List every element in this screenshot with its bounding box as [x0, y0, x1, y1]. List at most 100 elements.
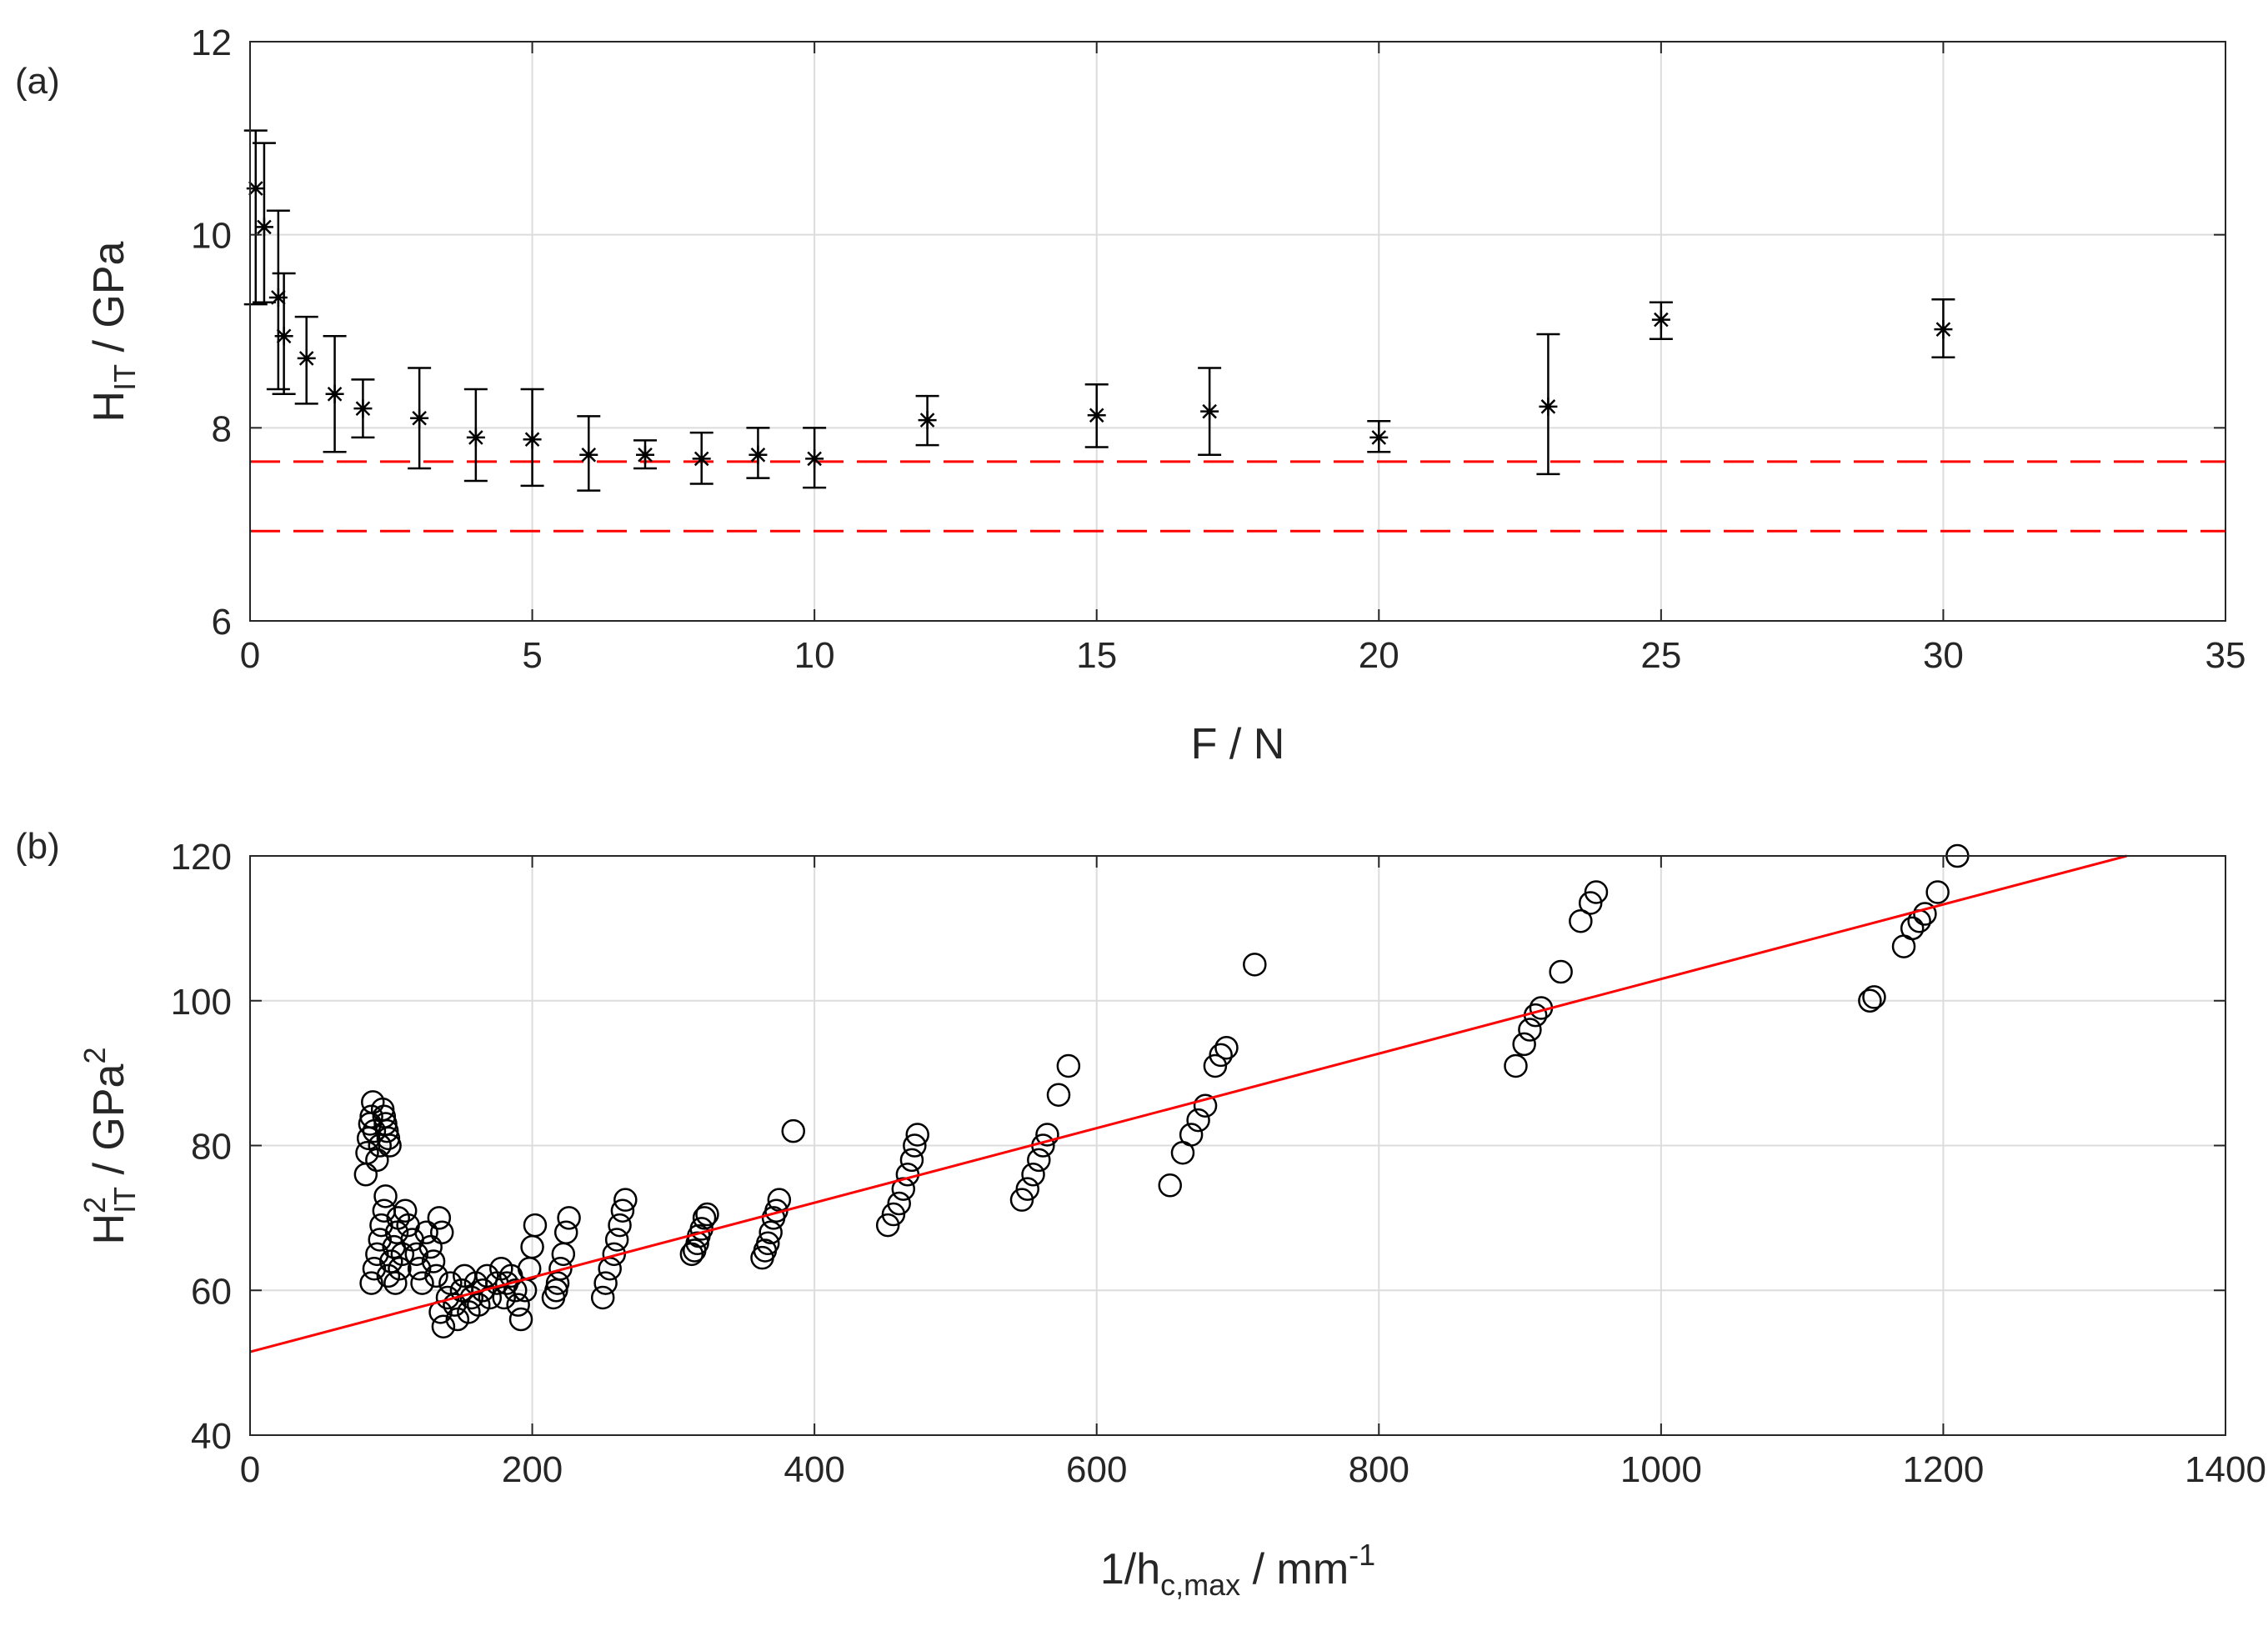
- panel-b-data-points: [353, 843, 1970, 1338]
- circle-marker: [359, 1271, 383, 1295]
- circle-marker: [1512, 1032, 1536, 1057]
- linear-fit-line: [249, 854, 2127, 1353]
- circle-marker: [523, 1213, 548, 1238]
- data-point: [1649, 301, 1673, 341]
- panel-a-background: [250, 42, 2225, 621]
- panel-a-plot: 0 5 10 15 20 25 30 35 6 8 10 12 (a) F / N HIT / GP…: [15, 23, 2245, 768]
- panel-a-y-axis-label-sub: IT: [108, 364, 142, 391]
- circle-marker: [431, 1314, 456, 1338]
- circle-marker: [756, 1231, 780, 1256]
- data-point: [689, 431, 713, 485]
- circle-marker: [692, 1206, 717, 1230]
- panel-b-plot: 0 200 400 600 800 1000 1200 1400 40 60 80 100 120 (…: [15, 826, 2266, 1602]
- panel-a-reference-lines: [250, 460, 2225, 533]
- panel-b-fit-line: [249, 854, 2127, 1353]
- circle-marker: [1035, 1123, 1059, 1147]
- circle-marker: [427, 1206, 452, 1230]
- data-point: [1198, 367, 1222, 457]
- b-x-tick-label: 600: [1066, 1449, 1127, 1490]
- b-x-tick-label: 0: [240, 1449, 260, 1490]
- b-y-tick-label: 40: [191, 1416, 232, 1457]
- circle-marker: [1569, 908, 1593, 933]
- circle-marker: [1518, 1018, 1542, 1042]
- b-x-tick-label: 200: [502, 1449, 563, 1490]
- data-point: [633, 439, 657, 470]
- circle-marker: [1203, 1053, 1228, 1078]
- b-y-tick-label: 100: [171, 982, 232, 1023]
- a-y-tick-label: 10: [191, 216, 232, 257]
- circle-marker: [503, 1278, 528, 1303]
- panel-b-grid: [250, 856, 2225, 1435]
- circle-marker: [1504, 1053, 1528, 1078]
- circle-marker: [508, 1307, 533, 1332]
- a-x-tick-label: 35: [2205, 635, 2246, 676]
- panel-b-y-axis-label-unit: / GPa: [85, 1063, 133, 1186]
- asterisk-marker: [297, 348, 316, 368]
- circle-marker: [414, 1220, 438, 1244]
- circle-marker: [593, 1271, 618, 1295]
- circle-marker: [374, 1118, 399, 1143]
- circle-marker: [1027, 1148, 1051, 1173]
- circle-marker: [478, 1285, 503, 1310]
- asterisk-marker: [692, 449, 711, 468]
- a-x-tick-label: 25: [1640, 635, 1681, 676]
- circle-marker: [378, 1133, 402, 1158]
- data-point: [294, 315, 318, 405]
- circle-marker: [553, 1220, 578, 1244]
- data-point: [408, 367, 432, 470]
- circle-marker: [613, 1188, 638, 1212]
- b-x-tick-label: 1400: [2185, 1449, 2266, 1490]
- circle-marker: [899, 1148, 924, 1173]
- circle-marker: [1900, 916, 1925, 941]
- circle-marker: [365, 1148, 389, 1173]
- circle-marker: [362, 1256, 387, 1281]
- panel-a-x-axis-label: F / N: [1191, 720, 1285, 768]
- circle-marker: [424, 1263, 448, 1288]
- panel-b-x-axis-label-sub: c,max: [1160, 1568, 1240, 1602]
- asterisk-marker: [748, 445, 768, 464]
- circle-marker: [404, 1242, 429, 1267]
- data-point: [351, 378, 375, 439]
- circle-marker: [1584, 880, 1609, 904]
- asterisk-marker: [918, 411, 937, 430]
- a-x-tick-label: 20: [1359, 635, 1399, 676]
- circle-marker: [1549, 959, 1573, 984]
- circle-marker: [557, 1206, 581, 1230]
- circle-marker: [905, 1123, 929, 1147]
- a-x-tick-label: 15: [1076, 635, 1117, 676]
- panel-b-x-axis-label: 1/hc,max / mm-1: [1100, 1538, 1375, 1602]
- circle-marker: [1009, 1188, 1034, 1212]
- b-x-tick-label: 1200: [1902, 1449, 1984, 1490]
- data-point: [803, 427, 827, 489]
- circle-marker: [1046, 1083, 1071, 1107]
- circle-marker: [1179, 1123, 1204, 1147]
- a-x-tick-label: 5: [522, 635, 542, 676]
- circle-marker: [881, 1202, 906, 1227]
- circle-marker: [548, 1256, 573, 1281]
- panel-a-data-points: [243, 129, 1955, 492]
- data-point: [243, 129, 268, 306]
- data-point: [1367, 419, 1391, 453]
- panel-a-label: (a): [15, 61, 60, 102]
- circle-marker: [781, 1118, 805, 1143]
- circle-marker: [1858, 988, 1882, 1013]
- circle-marker: [1243, 953, 1267, 977]
- asterisk-marker: [579, 445, 598, 464]
- asterisk-marker: [1200, 402, 1219, 421]
- data-point: [915, 394, 939, 447]
- circle-marker: [407, 1256, 432, 1281]
- data-point: [577, 415, 601, 492]
- circle-marker: [875, 1213, 900, 1238]
- circle-marker: [376, 1126, 401, 1151]
- panel-b-y-axis-label-main: H: [85, 1213, 133, 1245]
- circle-marker: [590, 1285, 615, 1310]
- b-y-tick-label: 80: [191, 1127, 232, 1168]
- a-x-tick-label: 10: [794, 635, 835, 676]
- data-point: [272, 272, 296, 396]
- asterisk-marker: [466, 428, 485, 447]
- circle-marker: [545, 1271, 570, 1295]
- circle-marker: [1913, 902, 1937, 926]
- panel-b-x-axis-label-main: 1/h: [1100, 1545, 1160, 1593]
- a-x-tick-label: 0: [240, 635, 260, 676]
